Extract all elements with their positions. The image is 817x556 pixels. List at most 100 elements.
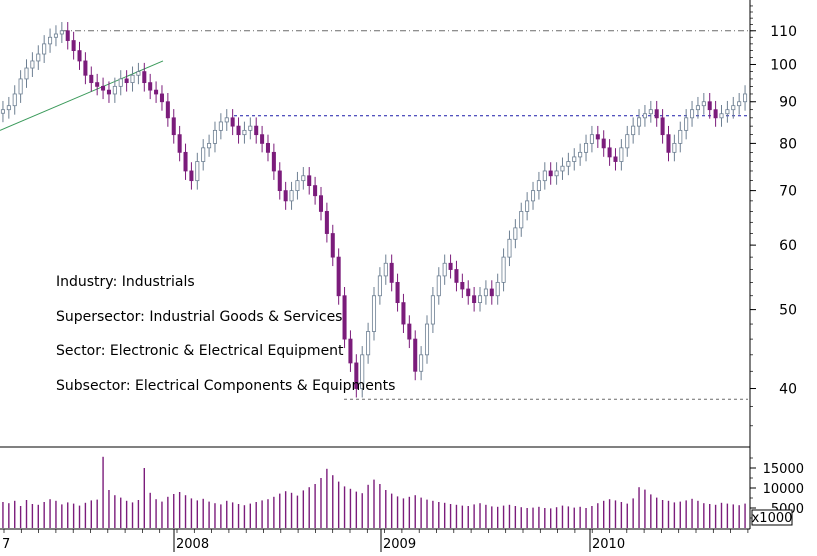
candle-body — [283, 190, 288, 202]
candle-body — [324, 211, 329, 234]
candle-body — [737, 101, 742, 107]
price-tick-label: 90 — [779, 95, 797, 111]
candle-body — [483, 288, 488, 297]
candle-body — [65, 30, 70, 41]
candle-body — [366, 331, 371, 356]
candle-body — [112, 85, 117, 95]
candle-body — [342, 295, 347, 340]
candle-body — [301, 175, 306, 182]
sector-annotation: Subsector: Electrical Components & Equip… — [56, 378, 395, 394]
candle-body — [265, 142, 271, 153]
candle-body — [371, 295, 377, 332]
price-tick-label: 60 — [779, 238, 797, 254]
candle-body — [318, 195, 324, 212]
candle-body — [536, 180, 541, 192]
candle-body — [525, 200, 530, 212]
candle-body — [477, 295, 483, 304]
price-panel — [0, 22, 748, 400]
candle-body — [389, 262, 394, 283]
candle-body — [148, 82, 153, 91]
candle-body — [460, 281, 465, 290]
candle-body — [743, 93, 748, 103]
candle-body — [713, 109, 718, 119]
candle-body — [690, 109, 695, 119]
price-tick-label: 100 — [770, 57, 797, 73]
candle-body — [95, 82, 100, 87]
candle-body — [642, 113, 647, 119]
candle-body — [336, 256, 341, 297]
candle-body — [424, 323, 430, 356]
candle-body — [448, 262, 453, 270]
date-tick-label: 2010 — [592, 537, 625, 552]
candle-body — [678, 129, 683, 144]
volume-panel — [2, 456, 746, 528]
candle-body — [513, 227, 518, 240]
candle-body — [59, 30, 64, 35]
candle-body — [101, 85, 106, 91]
candle-body — [725, 109, 730, 115]
candle-body — [165, 101, 170, 119]
candle-body — [495, 281, 500, 297]
candle-body — [383, 262, 388, 277]
annotations: Industry: Industrials Supersector: Indust… — [56, 274, 395, 394]
candle-body — [195, 161, 200, 182]
sector-annotation: Supersector: Industrial Goods & Services — [56, 309, 342, 325]
candle-body — [118, 78, 123, 87]
candle-body — [554, 170, 559, 177]
candle-body — [719, 113, 724, 119]
candle-body — [224, 117, 229, 123]
volume-tick-label: 10000 — [763, 482, 804, 497]
candle-body — [142, 71, 147, 84]
volume-tick-label: 15000 — [763, 462, 804, 477]
candle-body — [154, 89, 159, 95]
candle-body — [77, 50, 82, 62]
candle-body — [407, 323, 412, 340]
price-tick-label: 110 — [770, 24, 797, 40]
price-tick-label: 50 — [779, 303, 797, 319]
candle-body — [201, 147, 206, 162]
candle-body — [89, 74, 94, 84]
candle-body — [430, 295, 435, 325]
candle-body — [254, 125, 259, 136]
candle-body — [731, 105, 736, 111]
candle-body — [442, 262, 447, 277]
candle-body — [24, 67, 29, 80]
candle-body — [0, 109, 5, 114]
candle-body — [436, 275, 441, 297]
candle-body — [466, 288, 471, 297]
candle-body — [136, 71, 141, 76]
candle-body — [589, 134, 594, 144]
candle-body — [542, 170, 547, 182]
candle-body — [230, 117, 235, 127]
candle-body — [42, 43, 47, 55]
candle-body — [171, 117, 176, 136]
candle-body — [595, 134, 600, 140]
candle-body — [36, 53, 41, 62]
candle-body — [177, 134, 182, 153]
candle-body — [501, 256, 506, 283]
candle-body — [218, 121, 223, 131]
candle-body — [277, 170, 282, 192]
candle-body — [348, 338, 353, 364]
candle-body — [507, 238, 512, 258]
sector-annotation: Sector: Electronic & Electrical Equipmen… — [56, 343, 344, 359]
candle-body — [395, 281, 400, 304]
candle-body — [472, 295, 477, 304]
candle-body — [648, 109, 653, 115]
candle-body — [71, 40, 76, 52]
date-tick-label: 7 — [2, 537, 10, 552]
candle-body — [377, 275, 382, 297]
date-tick-label: 2008 — [176, 537, 209, 552]
candle-body — [307, 175, 312, 187]
candle-body — [271, 151, 276, 172]
candle-body — [30, 60, 35, 69]
candle-body — [584, 142, 589, 153]
candle-body — [18, 78, 23, 95]
candle-body — [419, 354, 424, 372]
candle-body — [189, 170, 194, 182]
candle-body — [684, 117, 689, 131]
sector-annotation: Industry: Industrials — [56, 274, 195, 290]
candle-body — [236, 125, 241, 136]
candle-body — [83, 60, 88, 76]
